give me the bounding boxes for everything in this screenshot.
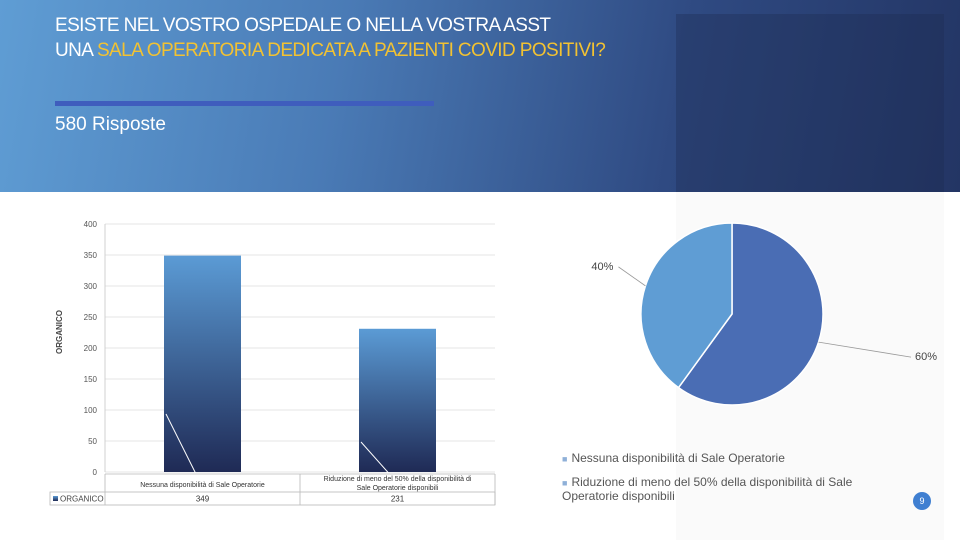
pie-legend-item-1: ■ Nessuna disponibilità di Sale Operatori…	[562, 452, 922, 466]
table-row-border	[49, 491, 496, 506]
title-line-2-highlight: SALA OPERATORIA DEDICATA A PAZIENTI COVI…	[96, 40, 606, 61]
bar	[164, 255, 241, 472]
pie-leader-line	[818, 341, 912, 358]
header-banner	[0, 0, 960, 192]
legend-key-label: ORGANICO	[60, 495, 104, 504]
pie-chart: 60% 40%	[591, 222, 937, 406]
bar	[359, 328, 436, 472]
category-label: Riduzione di meno del 50% della disponib…	[324, 476, 472, 492]
y-tick-label: 0	[93, 468, 98, 477]
slide-title: ESISTE NEL VOSTRO OSPEDALE O NELLA VOSTR…	[55, 13, 606, 63]
responses-count: 580 Risposte	[55, 114, 166, 135]
pie-slice	[677, 222, 824, 406]
pie-slice-label: 60%	[915, 351, 937, 363]
table-value-label: 349	[196, 495, 210, 504]
y-tick-label: 250	[84, 313, 98, 322]
y-tick-label: 100	[84, 406, 98, 415]
y-tick-label: 150	[84, 375, 98, 384]
category-label: Nessuna disponibilità di Sale Operatorie	[140, 482, 265, 489]
pie-leader-line	[618, 266, 646, 287]
title-line-1: ESISTE NEL VOSTRO OSPEDALE O NELLA VOSTR…	[55, 15, 551, 36]
y-tick-label: 50	[88, 437, 97, 446]
bar-leader-line	[165, 413, 199, 479]
pie-legend-label-1: Nessuna disponibilità di Sale Operatorie	[571, 451, 785, 465]
y-tick-label: 300	[84, 282, 98, 291]
legend-key-swatch	[53, 496, 58, 501]
bar-leader-line	[360, 441, 394, 479]
page-number-badge: 9	[913, 492, 931, 510]
pie-slice	[640, 222, 733, 389]
pie-slice-label: 40%	[591, 261, 613, 273]
y-tick-label: 200	[84, 344, 98, 353]
pie-legend-item-2: ■ Riduzione di meno del 50% della disponi…	[562, 476, 912, 503]
title-divider	[55, 101, 434, 106]
table-value-label: 231	[391, 495, 405, 504]
title-line-2-prefix: UNA	[55, 40, 97, 61]
header-shade	[676, 14, 944, 192]
y-tick-label: 350	[84, 251, 98, 260]
legend-bullet-icon: ■	[562, 454, 568, 464]
y-axis-label: ORGANICO	[55, 310, 64, 354]
pie-legend-label-2: Riduzione di meno del 50% della disponib…	[562, 475, 853, 503]
legend-bullet-icon: ■	[562, 478, 568, 488]
bar-chart: 0 50 100 150 200 250 300 350 400 ORGANICO ORGANI…	[49, 220, 496, 506]
y-tick-label: 400	[84, 220, 98, 229]
title-line-2: UNA SALA OPERATORIA DEDICATA A PAZIENTI …	[55, 38, 606, 63]
